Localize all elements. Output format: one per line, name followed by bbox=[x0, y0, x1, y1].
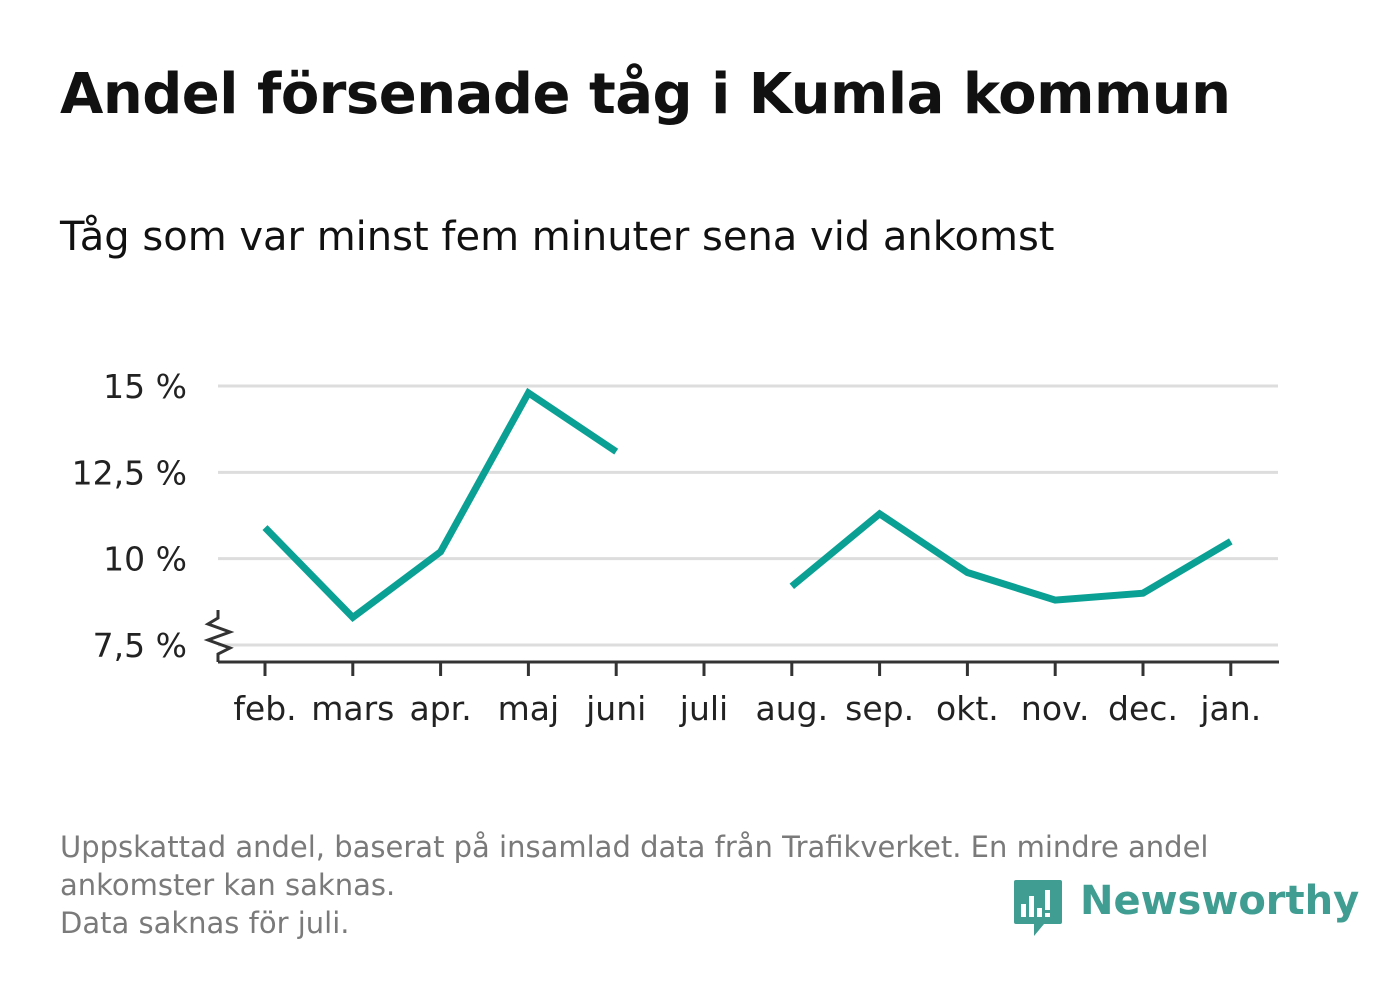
footnote-line-1: Uppskattad andel, baserat på insamlad da… bbox=[60, 830, 1209, 864]
x-tick-label: dec. bbox=[1108, 689, 1178, 728]
data-series bbox=[262, 387, 1233, 623]
x-tick-label: juli bbox=[679, 689, 728, 728]
x-tick-label: feb. bbox=[233, 689, 296, 728]
x-tick-label: maj bbox=[498, 689, 560, 728]
x-tick-label: nov. bbox=[1021, 689, 1090, 728]
x-tick-label: sep. bbox=[845, 689, 914, 728]
footnote-line-2: ankomster kan saknas. bbox=[60, 868, 396, 902]
x-axis bbox=[203, 610, 1279, 676]
chart-title: Andel försenade tåg i Kumla kommun bbox=[60, 62, 1231, 127]
series-line bbox=[262, 387, 619, 623]
x-tick-label: mars bbox=[311, 689, 394, 728]
x-tick-label: jan. bbox=[1199, 689, 1261, 728]
footnote: Uppskattad andel, baserat på insamlad da… bbox=[60, 828, 1320, 942]
y-tick-label: 7,5 % bbox=[93, 626, 187, 665]
footnote-line-3: Data saknas för juli. bbox=[60, 906, 350, 940]
x-tick-label: apr. bbox=[409, 689, 471, 728]
y-tick-label: 15 % bbox=[103, 367, 187, 406]
gridlines bbox=[218, 384, 1278, 647]
bar-chart-speech-bubble-icon bbox=[1014, 880, 1062, 936]
x-axis-tick-labels: feb. mars apr. maj juni juli aug. sep. okt. nov. d… bbox=[233, 689, 1261, 728]
y-axis-tick-labels: 7,5 % 10 % 12,5 % 15 % bbox=[72, 367, 187, 665]
axis-break-mark bbox=[203, 610, 235, 662]
series-line bbox=[789, 509, 1233, 604]
x-tick-label: aug. bbox=[756, 689, 829, 728]
y-tick-label: 10 % bbox=[103, 540, 187, 579]
chart-subtitle: Tåg som var minst fem minuter sena vid a… bbox=[60, 214, 1055, 260]
x-tick-label: juni bbox=[585, 689, 646, 728]
y-tick-label: 12,5 % bbox=[72, 453, 187, 492]
x-tick-label: okt. bbox=[936, 689, 999, 728]
brand-name: Newsworthy bbox=[1080, 878, 1360, 924]
